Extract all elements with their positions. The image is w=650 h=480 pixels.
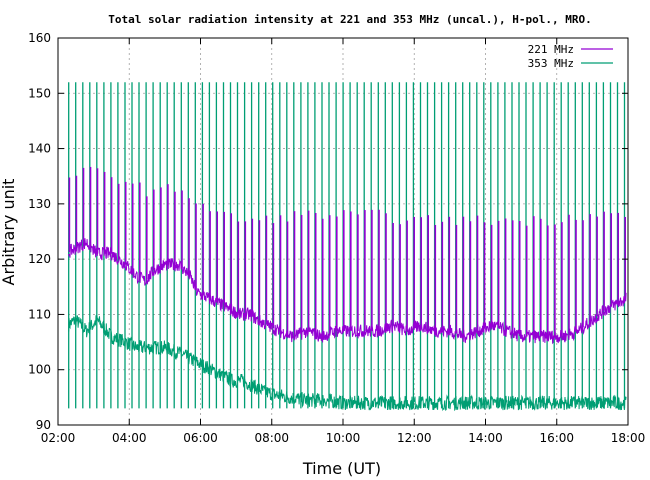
x-tick-label: 14:00	[468, 431, 503, 445]
x-tick-label: 10:00	[326, 431, 361, 445]
y-tick-label: 110	[28, 307, 51, 321]
y-tick-label: 160	[28, 31, 51, 45]
x-tick-label: 04:00	[112, 431, 147, 445]
legend-label-353: 353 MHz	[528, 57, 574, 70]
x-tick-label: 08:00	[254, 431, 289, 445]
x-tick-label: 18:00	[611, 431, 646, 445]
x-tick-label: 12:00	[397, 431, 432, 445]
y-tick-label: 130	[28, 197, 51, 211]
y-tick-label: 150	[28, 86, 51, 100]
y-axis-ticks: 90 100 110 120 130 140 150 160	[28, 31, 628, 432]
x-tick-label: 02:00	[41, 431, 76, 445]
y-axis-label: Arbitrary unit	[0, 179, 18, 286]
series-221-mhz	[68, 166, 627, 345]
y-tick-label: 100	[28, 363, 51, 377]
legend: 221 MHz 353 MHz	[528, 43, 613, 70]
y-tick-label: 120	[28, 252, 51, 266]
series-353-mhz	[68, 82, 627, 412]
chart-title: Total solar radiation intensity at 221 a…	[108, 13, 591, 26]
x-axis-label: Time (UT)	[302, 459, 381, 478]
y-tick-label: 140	[28, 142, 51, 156]
x-tick-label: 06:00	[183, 431, 218, 445]
legend-label-221: 221 MHz	[528, 43, 574, 56]
x-tick-label: 16:00	[539, 431, 574, 445]
y-tick-label: 90	[36, 418, 51, 432]
series-221-baseline	[68, 238, 627, 345]
x-axis-ticks: 02:00 04:00 06:00 08:00 10:00 12:00 14:00 16:00…	[41, 38, 646, 445]
